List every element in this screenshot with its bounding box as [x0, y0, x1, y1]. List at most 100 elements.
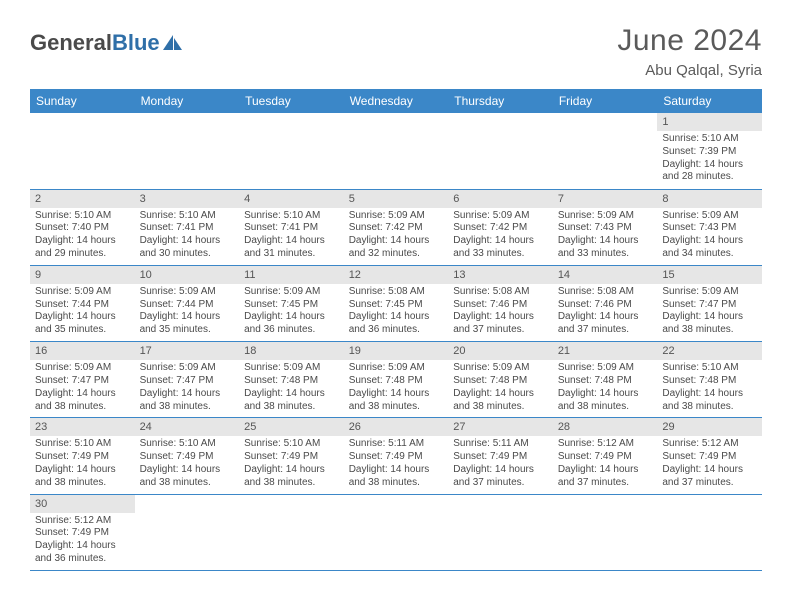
- day-number: 19: [344, 342, 449, 360]
- daylight-line: Daylight: 14 hours and 38 minutes.: [244, 464, 339, 490]
- day-number: 16: [30, 342, 135, 360]
- daylight-line: Daylight: 14 hours and 36 minutes.: [349, 311, 444, 337]
- sunrise-line: Sunrise: 5:10 AM: [140, 438, 235, 451]
- location: Abu Qalqal, Syria: [617, 62, 762, 79]
- day-number: 5: [344, 190, 449, 208]
- logo: GeneralBlue: [30, 24, 184, 56]
- daylight-line: Daylight: 14 hours and 38 minutes.: [35, 464, 130, 490]
- daylight-line: Daylight: 14 hours and 38 minutes.: [662, 388, 757, 414]
- calendar-cell: [448, 494, 553, 570]
- calendar-row: 2Sunrise: 5:10 AMSunset: 7:40 PMDaylight…: [30, 189, 762, 265]
- weekday-header: Saturday: [657, 89, 762, 113]
- calendar-cell: 18Sunrise: 5:09 AMSunset: 7:48 PMDayligh…: [239, 342, 344, 418]
- month-title: June 2024: [617, 24, 762, 58]
- daylight-line: Daylight: 14 hours and 38 minutes.: [35, 388, 130, 414]
- sunrise-line: Sunrise: 5:12 AM: [558, 438, 653, 451]
- sunrise-line: Sunrise: 5:09 AM: [35, 362, 130, 375]
- daylight-line: Daylight: 14 hours and 36 minutes.: [35, 540, 130, 566]
- calendar-table: SundayMondayTuesdayWednesdayThursdayFrid…: [30, 89, 762, 571]
- sunrise-line: Sunrise: 5:10 AM: [244, 210, 339, 223]
- sunset-line: Sunset: 7:43 PM: [558, 222, 653, 235]
- sunset-line: Sunset: 7:40 PM: [35, 222, 130, 235]
- sunrise-line: Sunrise: 5:09 AM: [349, 210, 444, 223]
- sunrise-line: Sunrise: 5:11 AM: [453, 438, 548, 451]
- day-number: 26: [344, 418, 449, 436]
- daylight-line: Daylight: 14 hours and 35 minutes.: [140, 311, 235, 337]
- day-number: 18: [239, 342, 344, 360]
- calendar-cell: [135, 494, 240, 570]
- calendar-cell: [553, 494, 658, 570]
- calendar-row: 23Sunrise: 5:10 AMSunset: 7:49 PMDayligh…: [30, 418, 762, 494]
- sunset-line: Sunset: 7:48 PM: [558, 375, 653, 388]
- calendar-cell: 15Sunrise: 5:09 AMSunset: 7:47 PMDayligh…: [657, 265, 762, 341]
- sunrise-line: Sunrise: 5:09 AM: [140, 362, 235, 375]
- sunrise-line: Sunrise: 5:10 AM: [35, 438, 130, 451]
- calendar-row: 9Sunrise: 5:09 AMSunset: 7:44 PMDaylight…: [30, 265, 762, 341]
- sunset-line: Sunset: 7:46 PM: [558, 299, 653, 312]
- sunset-line: Sunset: 7:49 PM: [453, 451, 548, 464]
- day-number: 4: [239, 190, 344, 208]
- sunrise-line: Sunrise: 5:10 AM: [140, 210, 235, 223]
- day-number: 15: [657, 266, 762, 284]
- sunset-line: Sunset: 7:46 PM: [453, 299, 548, 312]
- daylight-line: Daylight: 14 hours and 38 minutes.: [349, 388, 444, 414]
- daylight-line: Daylight: 14 hours and 36 minutes.: [244, 311, 339, 337]
- sunset-line: Sunset: 7:49 PM: [35, 527, 130, 540]
- sunset-line: Sunset: 7:49 PM: [558, 451, 653, 464]
- sunset-line: Sunset: 7:47 PM: [662, 299, 757, 312]
- logo-text-1: General: [30, 30, 112, 56]
- calendar-cell: 19Sunrise: 5:09 AMSunset: 7:48 PMDayligh…: [344, 342, 449, 418]
- weekday-header: Wednesday: [344, 89, 449, 113]
- sunrise-line: Sunrise: 5:09 AM: [558, 210, 653, 223]
- day-number: 23: [30, 418, 135, 436]
- title-block: June 2024 Abu Qalqal, Syria: [617, 24, 762, 79]
- calendar-cell: 23 Sunrise: 5:10 AMSunset: 7:49 PMDayligh…: [30, 418, 135, 494]
- calendar-cell: 22Sunrise: 5:10 AMSunset: 7:48 PMDayligh…: [657, 342, 762, 418]
- weekday-header: Monday: [135, 89, 240, 113]
- daylight-line: Daylight: 14 hours and 38 minutes.: [244, 388, 339, 414]
- sunset-line: Sunset: 7:44 PM: [35, 299, 130, 312]
- calendar-cell: 13Sunrise: 5:08 AMSunset: 7:46 PMDayligh…: [448, 265, 553, 341]
- calendar-cell: 6Sunrise: 5:09 AMSunset: 7:42 PMDaylight…: [448, 189, 553, 265]
- sunrise-line: Sunrise: 5:09 AM: [244, 362, 339, 375]
- daylight-line: Daylight: 14 hours and 38 minutes.: [140, 388, 235, 414]
- sunrise-line: Sunrise: 5:10 AM: [244, 438, 339, 451]
- sunset-line: Sunset: 7:49 PM: [35, 451, 130, 464]
- sunrise-line: Sunrise: 5:08 AM: [558, 286, 653, 299]
- calendar-cell: 2Sunrise: 5:10 AMSunset: 7:40 PMDaylight…: [30, 189, 135, 265]
- daylight-line: Daylight: 14 hours and 28 minutes.: [662, 159, 757, 185]
- day-number: 6: [448, 190, 553, 208]
- daylight-line: Daylight: 14 hours and 37 minutes.: [558, 464, 653, 490]
- day-number: 29: [657, 418, 762, 436]
- sunset-line: Sunset: 7:48 PM: [453, 375, 548, 388]
- day-number: 25: [239, 418, 344, 436]
- daylight-line: Daylight: 14 hours and 31 minutes.: [244, 235, 339, 261]
- daylight-line: Daylight: 14 hours and 38 minutes.: [140, 464, 235, 490]
- calendar-cell: 30Sunrise: 5:12 AMSunset: 7:49 PMDayligh…: [30, 494, 135, 570]
- day-number: 21: [553, 342, 658, 360]
- sunrise-line: Sunrise: 5:12 AM: [662, 438, 757, 451]
- sunset-line: Sunset: 7:41 PM: [244, 222, 339, 235]
- sunset-line: Sunset: 7:47 PM: [35, 375, 130, 388]
- calendar-cell: [344, 494, 449, 570]
- day-number: 20: [448, 342, 553, 360]
- day-number: 13: [448, 266, 553, 284]
- day-number: 28: [553, 418, 658, 436]
- calendar-cell: 9Sunrise: 5:09 AMSunset: 7:44 PMDaylight…: [30, 265, 135, 341]
- calendar-cell: [135, 113, 240, 189]
- sunrise-line: Sunrise: 5:08 AM: [453, 286, 548, 299]
- weekday-header: Friday: [553, 89, 658, 113]
- calendar-cell: 26Sunrise: 5:11 AMSunset: 7:49 PMDayligh…: [344, 418, 449, 494]
- sunrise-line: Sunrise: 5:09 AM: [349, 362, 444, 375]
- calendar-cell: 4 Sunrise: 5:10 AMSunset: 7:41 PMDaylight…: [239, 189, 344, 265]
- weekday-header: Thursday: [448, 89, 553, 113]
- sunset-line: Sunset: 7:49 PM: [349, 451, 444, 464]
- sunrise-line: Sunrise: 5:09 AM: [558, 362, 653, 375]
- daylight-line: Daylight: 14 hours and 37 minutes.: [558, 311, 653, 337]
- logo-sail-icon: [162, 34, 184, 52]
- sunset-line: Sunset: 7:42 PM: [349, 222, 444, 235]
- calendar-cell: 5Sunrise: 5:09 AMSunset: 7:42 PMDaylight…: [344, 189, 449, 265]
- calendar-cell: 27Sunrise: 5:11 AMSunset: 7:49 PMDayligh…: [448, 418, 553, 494]
- daylight-line: Daylight: 14 hours and 33 minutes.: [453, 235, 548, 261]
- sunrise-line: Sunrise: 5:09 AM: [662, 286, 757, 299]
